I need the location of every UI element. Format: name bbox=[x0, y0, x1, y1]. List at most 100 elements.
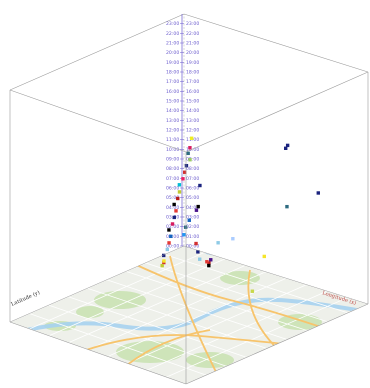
data-point bbox=[176, 196, 180, 201]
data-point bbox=[316, 191, 320, 195]
time-tick-left: 04:00 bbox=[166, 205, 179, 211]
data-point bbox=[170, 222, 175, 226]
cube-edge-top-front-left bbox=[9, 89, 187, 153]
data-point bbox=[285, 204, 289, 209]
data-point bbox=[231, 237, 235, 241]
data-point bbox=[198, 183, 202, 188]
time-tick-right: 05:00 bbox=[186, 195, 199, 201]
data-point bbox=[209, 258, 213, 262]
data-point bbox=[172, 215, 176, 220]
map-street-a-1 bbox=[29, 313, 207, 376]
data-point bbox=[172, 202, 176, 207]
map-highway-0 bbox=[129, 261, 331, 331]
time-tick-right: 07:00 bbox=[186, 176, 199, 182]
time-tick-right: 02:00 bbox=[186, 224, 199, 230]
map-lake bbox=[204, 248, 240, 256]
data-point bbox=[196, 250, 200, 254]
map-street-a-5 bbox=[106, 279, 288, 340]
data-point bbox=[194, 208, 199, 212]
data-point bbox=[196, 204, 200, 209]
map-park-0 bbox=[94, 291, 146, 309]
data-point bbox=[169, 234, 173, 239]
time-tick-right: 20:00 bbox=[186, 50, 199, 56]
data-point bbox=[182, 233, 186, 237]
time-tick-left: 00:00 bbox=[166, 244, 179, 250]
time-tick-left: 12:00 bbox=[166, 128, 179, 134]
map-street-b-8 bbox=[166, 297, 348, 378]
cube-front-edges bbox=[9, 71, 369, 385]
time-tick-left: 08:00 bbox=[166, 166, 179, 172]
data-point bbox=[165, 247, 169, 252]
time-tick-left: 06:00 bbox=[166, 186, 179, 192]
time-tick-right: 08:00 bbox=[186, 166, 199, 172]
map-street-a-8 bbox=[164, 254, 348, 314]
time-tick-right: 11:00 bbox=[186, 137, 199, 143]
data-point bbox=[181, 177, 185, 181]
time-tick-left: 02:00 bbox=[166, 224, 179, 230]
time-tick-right: 16:00 bbox=[186, 89, 199, 95]
data-point bbox=[162, 259, 166, 263]
time-tick-left: 07:00 bbox=[166, 176, 179, 182]
map-street-a-2 bbox=[48, 304, 227, 367]
time-tick-left: 13:00 bbox=[166, 118, 179, 124]
time-tick-left: 09:00 bbox=[166, 157, 179, 163]
map-street-b-3 bbox=[68, 264, 246, 344]
time-tick-right: 12:00 bbox=[186, 128, 199, 134]
time-tick-left: 14:00 bbox=[166, 108, 179, 114]
time-tick-left: 18:00 bbox=[166, 70, 179, 76]
time-tick-right: 14:00 bbox=[186, 108, 199, 114]
data-point bbox=[194, 241, 198, 246]
data-point bbox=[198, 257, 202, 261]
data-point bbox=[162, 253, 166, 258]
data-point bbox=[177, 183, 182, 187]
map-river bbox=[10, 297, 368, 336]
time-tick-left: 19:00 bbox=[166, 60, 179, 66]
data-points bbox=[160, 136, 320, 293]
map-street-b-4 bbox=[88, 271, 266, 350]
time-tick-left: 05:00 bbox=[166, 195, 179, 201]
time-tick-right: 15:00 bbox=[186, 99, 199, 105]
data-point bbox=[177, 190, 182, 194]
data-point bbox=[284, 146, 288, 150]
map-street-b-6 bbox=[127, 284, 307, 364]
data-point bbox=[183, 170, 187, 174]
time-tick-right: 00:00 bbox=[186, 244, 199, 250]
cube-edge-bottom-front-left bbox=[9, 321, 187, 385]
data-point bbox=[285, 143, 290, 148]
data-point bbox=[189, 136, 194, 140]
time-tick-right: 22:00 bbox=[186, 31, 199, 37]
data-point bbox=[207, 263, 211, 268]
time-tick-left: 15:00 bbox=[166, 99, 179, 105]
latitude-axis-label: Latitude (y) bbox=[10, 289, 41, 308]
data-point bbox=[187, 218, 191, 222]
data-point bbox=[207, 261, 211, 265]
map-park-2 bbox=[278, 314, 322, 330]
data-point bbox=[188, 146, 192, 150]
time-tick-right: 19:00 bbox=[186, 60, 199, 66]
map-street-a-7 bbox=[145, 262, 328, 323]
data-point bbox=[167, 228, 171, 232]
time-tick-left: 17:00 bbox=[166, 79, 179, 85]
time-tick-right: 13:00 bbox=[186, 118, 199, 124]
map-street-b-7 bbox=[146, 290, 328, 371]
data-point bbox=[160, 263, 164, 268]
time-tick-right: 17:00 bbox=[186, 79, 199, 85]
street-map-base bbox=[10, 246, 368, 384]
map-park-1 bbox=[116, 341, 184, 363]
time-tick-right: 04:00 bbox=[186, 205, 199, 211]
time-axis: 00:0000:0001:0001:0002:0002:0003:0003:00… bbox=[166, 14, 199, 250]
time-tick-right: 23:00 bbox=[186, 21, 199, 27]
cube-edge-top-back-left bbox=[9, 13, 185, 91]
cube-edge-top-back-right bbox=[183, 13, 369, 73]
data-point bbox=[186, 151, 190, 156]
time-tick-left: 01:00 bbox=[166, 234, 179, 240]
data-point bbox=[205, 260, 209, 264]
time-tick-left: 21:00 bbox=[166, 41, 179, 47]
time-tick-left: 22:00 bbox=[166, 31, 179, 37]
data-point bbox=[262, 254, 266, 259]
data-point bbox=[188, 158, 192, 162]
time-tick-right: 21:00 bbox=[186, 41, 199, 47]
map-highway-4 bbox=[169, 255, 221, 381]
